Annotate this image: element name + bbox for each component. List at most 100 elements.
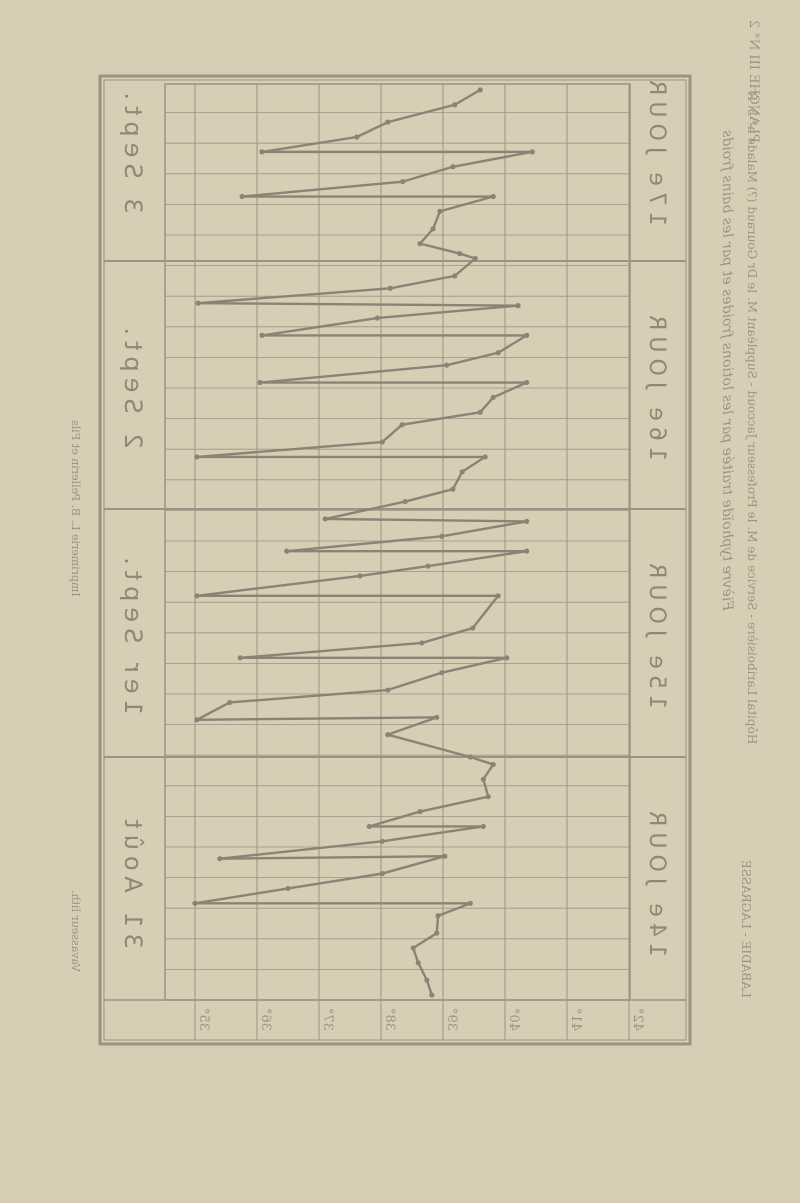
data-point (399, 422, 405, 428)
curve-segment (368, 810, 422, 828)
inner-frame (103, 79, 687, 1041)
curve-segment (453, 88, 482, 106)
curve-segment (381, 825, 485, 843)
temperature-tick-label: 37° (320, 1008, 335, 1031)
curve-segment (386, 716, 438, 736)
curve-segment (471, 594, 500, 630)
data-point (467, 900, 473, 906)
curve-segment (285, 535, 443, 553)
temperature-ticks: 35° 36° 37° 38° 39° 40° 41° 42° (196, 1008, 645, 1031)
data-point (504, 655, 510, 661)
data-point (470, 625, 476, 631)
data-point (490, 394, 496, 400)
printer-label: Imprimerie L. B. Pellerin et Fils (69, 420, 82, 597)
data-point (435, 913, 441, 919)
data-point (366, 823, 372, 830)
curve-segment (218, 855, 447, 860)
curve-segment (389, 274, 456, 290)
temperature-tick-label: 42° (630, 1008, 645, 1031)
data-point (485, 794, 491, 800)
curve-segment (496, 334, 528, 354)
data-point (442, 853, 448, 859)
curve-segment (240, 180, 404, 198)
data-point (284, 548, 290, 554)
curve-segment (376, 304, 520, 320)
data-point (259, 149, 265, 155)
data-point (472, 255, 478, 262)
curve-segment (479, 396, 495, 414)
data-point (467, 754, 473, 760)
curve-segment (440, 520, 528, 538)
curve-segment (386, 733, 472, 759)
data-point (387, 285, 393, 291)
data-point (495, 350, 501, 356)
curve-segment (286, 872, 384, 890)
data-point (480, 823, 486, 830)
data-point (227, 699, 233, 706)
curve-segment (260, 316, 379, 337)
day-number-label: 17e JOUR (644, 74, 669, 226)
curve-segment (412, 946, 420, 965)
data-point (385, 119, 391, 125)
curve-segment (435, 914, 440, 935)
curve-segment (260, 135, 359, 154)
lithographer-label: Vavasseur lith. (69, 890, 82, 973)
data-point (439, 670, 445, 676)
data-point (434, 930, 440, 936)
curve-segment (417, 961, 429, 982)
data-point (417, 241, 423, 247)
curve-segment (195, 701, 231, 721)
data-point (417, 808, 423, 815)
data-point (385, 687, 391, 693)
data-point (425, 563, 431, 569)
data-point (457, 250, 463, 257)
data-point (430, 226, 436, 232)
data-point (217, 856, 223, 862)
plot-frame (164, 83, 631, 1001)
curve-segment (418, 227, 435, 245)
curve-segment (418, 242, 461, 255)
temperature-tick-label: 39° (444, 1008, 459, 1031)
data-point (450, 486, 456, 492)
data-point (410, 945, 416, 951)
data-point (524, 548, 530, 554)
day-number-label: 14e JOUR (644, 805, 669, 957)
day-date-label: 2 Sept. (119, 321, 147, 448)
curve-segment (431, 210, 442, 230)
curve-segment (218, 840, 384, 860)
curve-segment (403, 487, 455, 503)
curve-segment (492, 381, 528, 399)
curve-segment (438, 195, 495, 213)
data-point (354, 134, 360, 140)
curve-segment (451, 470, 464, 491)
temperature-tick-label: 36° (258, 1008, 273, 1031)
data-point (437, 208, 443, 214)
curve-segment (482, 763, 495, 781)
curve-segment (258, 363, 448, 384)
data-point (379, 870, 385, 877)
curve-segment (324, 517, 528, 523)
data-point (477, 409, 483, 415)
data-point (194, 593, 200, 599)
data-point (357, 573, 363, 579)
curve-segment (401, 165, 455, 183)
chart-frame (98, 74, 692, 1046)
curve-segment (195, 574, 362, 597)
data-point (482, 454, 488, 460)
curve-segment (420, 626, 474, 645)
curve-segment (469, 755, 495, 766)
curve-segment (412, 931, 438, 950)
day-number-label: 16e JOUR (644, 309, 669, 461)
plate-label: PLANCHE III N° 2 (746, 20, 761, 143)
day-date-label: 1er Sept. (119, 551, 147, 715)
outer-frame (98, 74, 692, 1046)
data-point (459, 469, 465, 475)
data-point (379, 439, 385, 445)
curve-segment (193, 887, 290, 905)
data-point (379, 838, 385, 844)
day-number-label: 15e JOUR (644, 557, 669, 709)
temperature-tick-label: 35° (196, 1008, 211, 1031)
data-point (452, 273, 458, 279)
data-point (374, 315, 380, 321)
